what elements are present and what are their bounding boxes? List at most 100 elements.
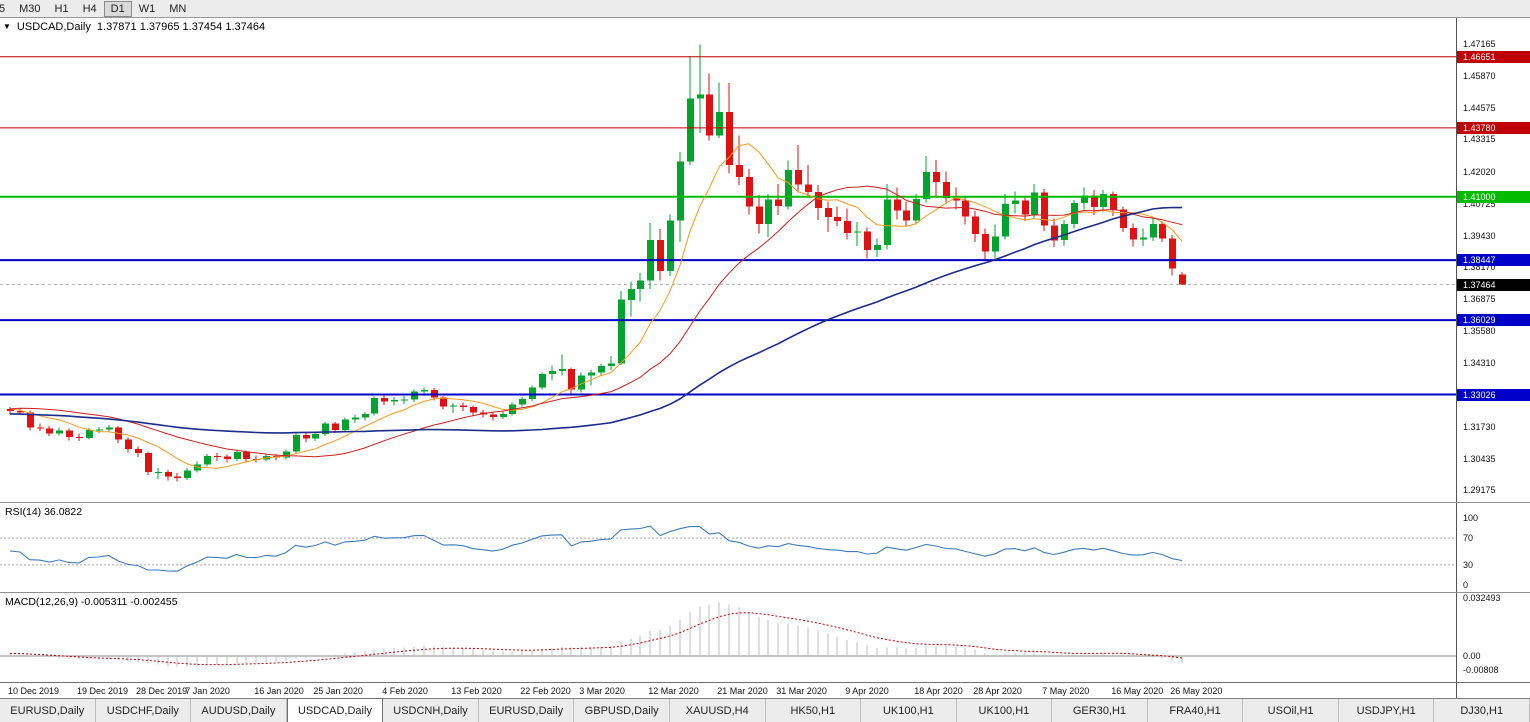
- price-axis[interactable]: 1.47165 1.45870 1.44575 1.43315 1.42020 1.407…: [1456, 18, 1530, 502]
- chart-tab-dj30-h1[interactable]: DJ30,H1: [1434, 699, 1530, 722]
- macd-axis-label: 0.00: [1463, 651, 1481, 661]
- macd-chart-canvas[interactable]: [0, 593, 1456, 682]
- price-tick: 1.31730: [1463, 421, 1496, 432]
- date-label: 18 Apr 2020: [914, 686, 963, 696]
- price-tick: 1.34310: [1463, 357, 1496, 368]
- date-label: 13 Feb 2020: [451, 686, 502, 696]
- chart-tab-usdcnh-daily[interactable]: USDCNH,Daily: [383, 699, 479, 722]
- date-label: 7 Jan 2020: [185, 686, 230, 696]
- date-label: 4 Feb 2020: [382, 686, 428, 696]
- chart-tab-usdchf-daily[interactable]: USDCHF,Daily: [96, 699, 192, 722]
- timeframe-button-W1[interactable]: W1: [138, 2, 156, 15]
- rsi-axis-label: 100: [1463, 513, 1479, 523]
- timeframe-button-H1[interactable]: H1: [54, 2, 69, 15]
- timeframe-button-5[interactable]: 5: [0, 2, 6, 15]
- date-label: 28 Apr 2020: [973, 686, 1022, 696]
- price-tick: 1.35580: [1463, 326, 1496, 337]
- ma-line-8: [9, 143, 1183, 469]
- rsi-label: RSI(14) 36.0822: [5, 506, 83, 518]
- rsi-panel: RSI(14) 36.0822 100 70 30 0: [0, 502, 1530, 592]
- timeframe-toolbar: 5 M30 H1 H4 D1 W1 MN: [0, 0, 1530, 18]
- symbol-name: USDCAD,Daily: [16, 21, 91, 33]
- macd-plot[interactable]: MACD(12,26,9) -0.005311 -0.002455: [0, 593, 1456, 682]
- chart-tab-xauusd-h4[interactable]: XAUUSD,H4: [670, 699, 766, 722]
- price-tick: 1.29175: [1463, 485, 1496, 495]
- ohlc-values: 1.37871 1.37965 1.37454 1.37464: [96, 21, 266, 33]
- chart-tab-audusd-daily[interactable]: AUDUSD,Daily: [191, 699, 287, 722]
- date-label: 31 Mar 2020: [776, 686, 827, 696]
- price-tick: 1.38170: [1463, 262, 1496, 272]
- price-tick: 1.44575: [1463, 103, 1496, 114]
- date-label: 3 Mar 2020: [579, 686, 625, 696]
- date-label: 28 Dec 2019: [136, 686, 188, 696]
- date-label: 16 Jan 2020: [254, 686, 304, 696]
- date-label: 22 Feb 2020: [520, 686, 571, 696]
- rsi-axis-label: 30: [1463, 559, 1474, 570]
- chart-tab-bar: EURUSD,Daily USDCHF,Daily AUDUSD,Daily USDC…: [0, 698, 1530, 722]
- price-tick: 1.39430: [1463, 230, 1496, 241]
- rsi-plot[interactable]: RSI(14) 36.0822: [0, 503, 1456, 592]
- chart-tab-uk100-h1[interactable]: UK100,H1: [861, 699, 957, 722]
- chart-tab-hk50-h1[interactable]: HK50,H1: [766, 699, 862, 722]
- macd-axis-label: -0.00808: [1463, 665, 1499, 676]
- symbol-dropdown-icon[interactable]: ▼: [3, 22, 11, 31]
- rsi-axis-label: 70: [1463, 533, 1474, 544]
- macd-label: MACD(12,26,9) -0.005311 -0.002455: [5, 596, 178, 608]
- macd-histogram: [9, 602, 1183, 667]
- level-price-label: 1.46651: [1457, 50, 1530, 63]
- price-tick: 1.40725: [1463, 198, 1496, 209]
- date-label: 19 Dec 2019: [76, 686, 128, 696]
- chart-tab-gbpusd-daily[interactable]: GBPUSD,Daily: [574, 699, 670, 722]
- level-price-label: 1.43780: [1457, 121, 1530, 134]
- date-label: 9 Apr 2020: [845, 686, 889, 696]
- chart-area: ▼ USDCAD,Daily 1.37871 1.37965 1.37454 1…: [0, 18, 1530, 698]
- timeframe-button-H4[interactable]: H4: [82, 2, 97, 15]
- chart-tab-ger30-h1[interactable]: GER30,H1: [1052, 699, 1148, 722]
- price-tick: 1.42020: [1463, 166, 1496, 177]
- ma-line-55: [9, 206, 1183, 434]
- level-price-label: 1.41000: [1457, 190, 1530, 203]
- rsi-line: [9, 525, 1183, 572]
- rsi-chart-canvas[interactable]: [0, 503, 1456, 592]
- rsi-axis-label: 0: [1463, 580, 1469, 590]
- price-tick: 1.43315: [1463, 134, 1496, 145]
- chart-tab-usdjpy-h1[interactable]: USDJPY,H1: [1339, 699, 1435, 722]
- chart-tab-eurusd-daily[interactable]: EURUSD,Daily: [479, 699, 575, 722]
- date-label: 10 Dec 2019: [8, 686, 60, 696]
- chart-title: ▼ USDCAD,Daily 1.37871 1.37965 1.37454 1…: [3, 21, 265, 33]
- timeframe-button-D1[interactable]: D1: [103, 0, 132, 17]
- date-label: 7 May 2020: [1042, 686, 1090, 696]
- price-tick: 1.36875: [1463, 294, 1496, 305]
- candles-layer: [7, 44, 1186, 482]
- price-tick: 1.45870: [1463, 71, 1496, 82]
- chart-tab-eurusd-daily[interactable]: EURUSD,Daily: [0, 699, 96, 722]
- time-axis-row: 10 Dec 2019 19 Dec 2019 28 Dec 2019 7 Jan 2…: [0, 682, 1530, 698]
- price-plot[interactable]: ▼ USDCAD,Daily 1.37871 1.37965 1.37454 1…: [0, 18, 1456, 502]
- macd-axis[interactable]: 0.032493 0.00 -0.00808: [1456, 593, 1530, 682]
- chart-tab-usoil-h1[interactable]: USOil,H1: [1243, 699, 1339, 722]
- level-price-label: 1.33026: [1457, 388, 1530, 401]
- date-label: 21 Mar 2020: [717, 686, 768, 696]
- macd-axis-label: 0.032493: [1463, 593, 1501, 604]
- chart-tab-uk100-h1[interactable]: UK100,H1: [957, 699, 1053, 722]
- time-axis[interactable]: 10 Dec 2019 19 Dec 2019 28 Dec 2019 7 Jan 2…: [0, 683, 1456, 698]
- price-panel: ▼ USDCAD,Daily 1.37871 1.37965 1.37454 1…: [0, 18, 1530, 502]
- date-label: 26 May 2020: [1170, 686, 1223, 696]
- level-price-label: 1.38447: [1457, 254, 1530, 267]
- macd-panel: MACD(12,26,9) -0.005311 -0.002455 0.0324…: [0, 592, 1530, 682]
- date-label: 25 Jan 2020: [313, 686, 363, 696]
- ma-line-21: [9, 185, 1183, 458]
- timeframe-button-M30[interactable]: M30: [19, 2, 41, 15]
- macd-signal-line: [9, 612, 1183, 666]
- current-price-label: 1.37464: [1457, 278, 1530, 291]
- chart-tab-fra40-h1[interactable]: FRA40,H1: [1148, 699, 1244, 722]
- price-tick: 1.30435: [1463, 453, 1496, 464]
- timeframe-button-MN[interactable]: MN: [169, 2, 187, 15]
- price-chart-canvas[interactable]: [0, 18, 1456, 502]
- chart-tab-usdcad-daily[interactable]: USDCAD,Daily: [286, 698, 384, 722]
- rsi-axis[interactable]: 100 70 30 0: [1456, 503, 1530, 592]
- date-label: 12 Mar 2020: [648, 686, 699, 696]
- price-tick: 1.47165: [1463, 39, 1496, 49]
- level-price-label: 1.36029: [1457, 314, 1530, 327]
